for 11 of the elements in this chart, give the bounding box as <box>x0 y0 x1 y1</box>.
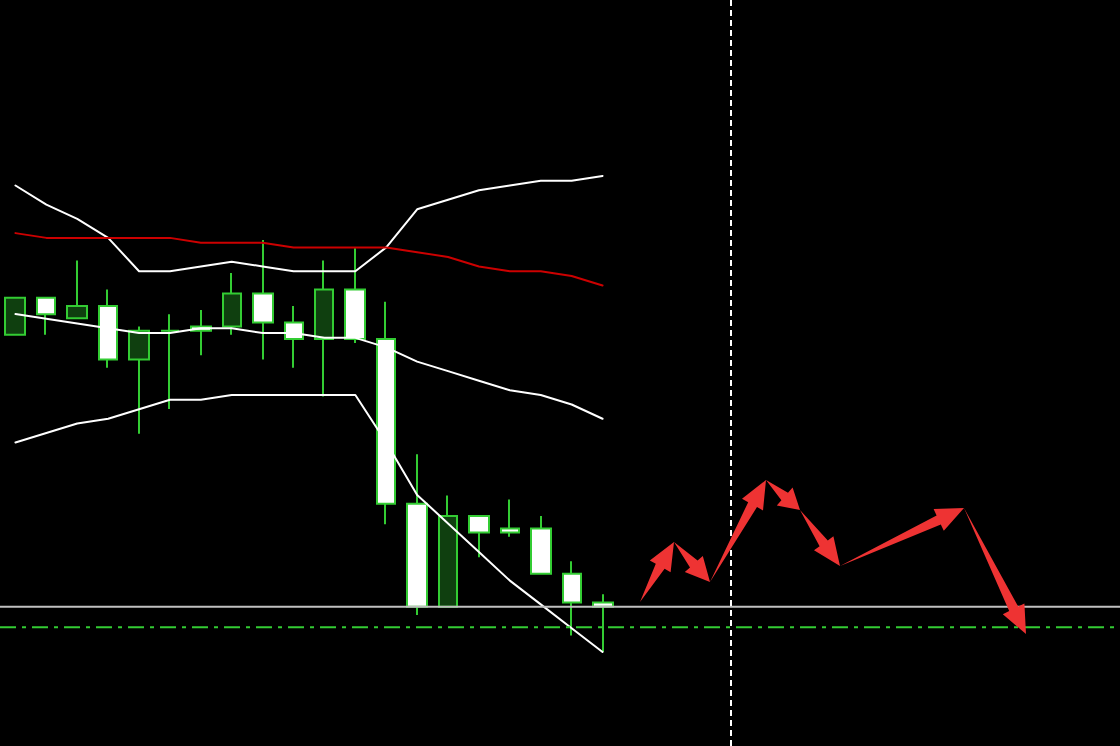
candlestick <box>314 259 334 398</box>
candlestick <box>530 515 552 575</box>
candlestick <box>4 296 26 336</box>
candlestick <box>160 313 180 410</box>
candlestick <box>66 259 88 320</box>
candlestick <box>406 453 428 616</box>
candlestick <box>128 325 150 435</box>
candlestick <box>500 498 520 538</box>
candlestick <box>222 271 242 336</box>
candlestick <box>468 515 490 559</box>
candlestick <box>438 494 458 608</box>
